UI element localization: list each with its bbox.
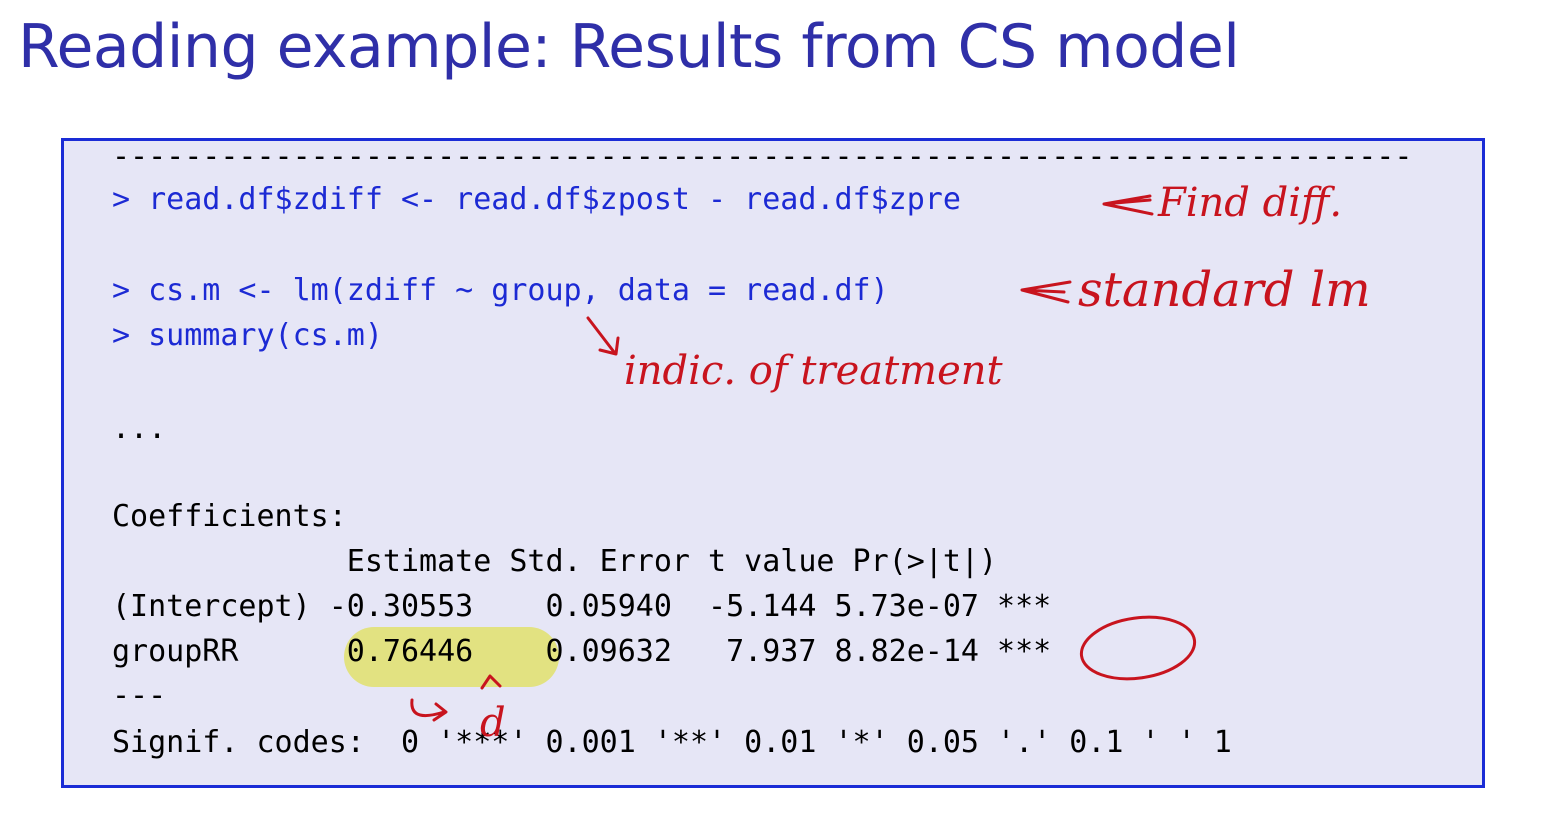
note-standard-lm: standard lm — [1078, 262, 1371, 318]
slide-title: Reading example: Results from CS model — [18, 12, 1240, 82]
code-line-lm: > cs.m <- lm(zdiff ~ group, data = read.… — [112, 273, 889, 308]
note-indicator-treatment: indic. of treatment — [624, 348, 1003, 394]
rule-bottom: ----------------------------------------… — [112, 771, 1412, 785]
code-line-intercept: (Intercept) -0.30553 0.05940 -5.144 5.73… — [112, 589, 1052, 624]
rule-top: ----------------------------------------… — [112, 139, 1413, 174]
code-line-coefficients: Coefficients: — [112, 499, 347, 534]
code-line-ellipsis: ... — [112, 411, 167, 446]
code-line-signif: Signif. codes: 0 '***' 0.001 '**' 0.01 '… — [112, 725, 1232, 760]
code-line-header: Estimate Std. Error t value Pr(>|t|) — [112, 544, 998, 579]
code-line-separator: --- — [112, 678, 167, 713]
code-line-grouprr: groupRR 0.76446 0.09632 7.937 8.82e-14 *… — [112, 634, 1052, 669]
r-console-output: ----------------------------------------… — [61, 138, 1485, 788]
note-d: d — [480, 700, 506, 746]
code-line-summary: > summary(cs.m) — [112, 318, 383, 353]
note-find-diff: Find diff. — [1158, 180, 1343, 226]
estimate-highlight — [344, 627, 559, 687]
code-line-zdiff: > read.df$zdiff <- read.df$zpost - read.… — [112, 182, 961, 217]
